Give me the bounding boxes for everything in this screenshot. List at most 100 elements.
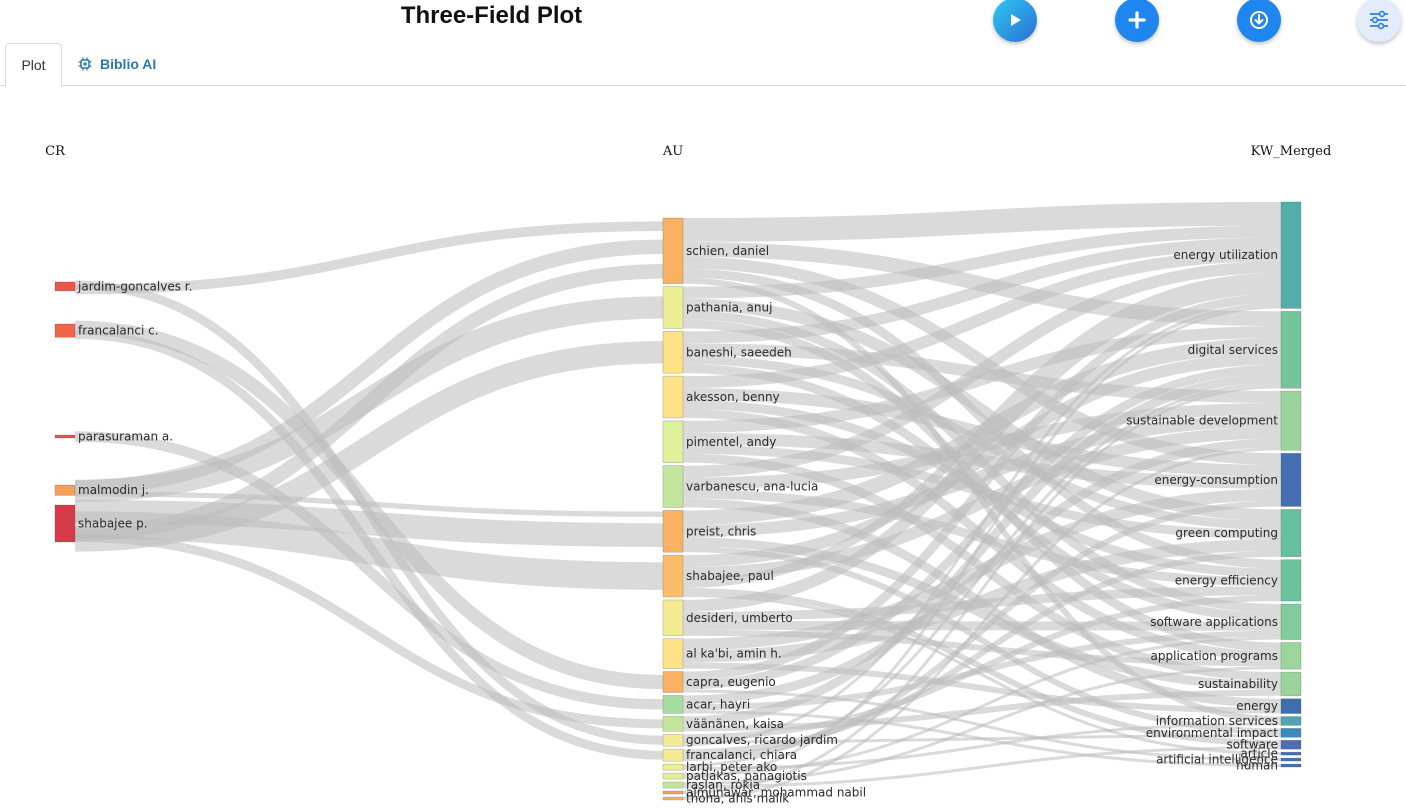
node-label-kw-merged-11: environmental impact <box>1146 726 1279 740</box>
node-au-10[interactable] <box>662 671 684 693</box>
node-kw-merged-1[interactable] <box>1280 311 1302 389</box>
link-au-3-to-kw_merged-0[interactable] <box>682 249 1282 389</box>
node-label-au-5: varbanescu, ana-lucia <box>686 480 818 494</box>
link-au-9-to-kw_merged-4[interactable] <box>682 538 1282 663</box>
link-au-0-to-kw_merged-0[interactable] <box>682 201 1282 242</box>
link-au-8-to-kw_merged-0[interactable] <box>682 281 1282 612</box>
node-kw-merged-4[interactable] <box>1280 509 1302 558</box>
node-label-cr-3: malmodin j. <box>78 483 149 497</box>
link-au-16-to-kw_merged-0[interactable] <box>682 305 1282 780</box>
node-cr-1[interactable] <box>54 323 76 338</box>
node-kw-merged-11[interactable] <box>1280 728 1302 738</box>
node-label-cr-4: shabajee p. <box>78 517 148 531</box>
node-au-18[interactable] <box>662 790 684 795</box>
tab-bar: Plot Biblio AI <box>0 43 1406 87</box>
link-cr-0-to-au-0[interactable] <box>74 221 664 295</box>
link-au-7-to-kw_merged-1[interactable] <box>682 352 1282 568</box>
node-label-au-17: raslan, rokia <box>686 778 760 792</box>
link-au-6-to-kw_merged-2[interactable] <box>682 414 1282 538</box>
node-au-6[interactable] <box>662 510 684 553</box>
node-au-16[interactable] <box>662 772 684 780</box>
node-kw-merged-5[interactable] <box>1280 559 1302 602</box>
node-au-15[interactable] <box>662 763 684 771</box>
node-au-19[interactable] <box>662 796 684 801</box>
column-header-cr: CR <box>45 144 66 159</box>
node-au-1[interactable] <box>662 286 684 329</box>
link-au-13-to-kw_merged-0[interactable] <box>682 302 1282 747</box>
link-cr-2-to-au-11[interactable] <box>74 431 664 710</box>
tab-biblio-ai-label: Biblio AI <box>100 55 157 72</box>
link-au-2-to-kw_merged-0[interactable] <box>682 237 1282 344</box>
link-au-13-to-kw_merged-5[interactable] <box>682 595 1282 741</box>
node-au-14[interactable] <box>662 748 684 762</box>
link-au-0-to-kw_merged-3[interactable] <box>682 256 1282 466</box>
node-kw-merged-14[interactable] <box>1280 757 1302 762</box>
link-au-1-to-kw_merged-0[interactable] <box>682 225 1282 299</box>
node-kw-merged-0[interactable] <box>1280 201 1302 309</box>
link-au-18-to-kw_merged-1[interactable] <box>682 385 1282 795</box>
node-label-au-14: francalanci, chiara <box>686 748 797 762</box>
link-au-7-to-kw_merged-13[interactable] <box>682 593 1282 756</box>
node-kw-merged-7[interactable] <box>1280 642 1302 670</box>
link-cr-4-to-au-2[interactable] <box>74 341 664 552</box>
node-label-au-12: väänänen, kaisa <box>686 717 784 731</box>
node-au-5[interactable] <box>662 465 684 508</box>
node-au-4[interactable] <box>662 420 684 463</box>
node-au-8[interactable] <box>662 599 684 637</box>
link-au-12-to-kw_merged-8[interactable] <box>682 689 1282 732</box>
link-au-5-to-kw_merged-0[interactable] <box>682 261 1282 478</box>
node-kw-merged-8[interactable] <box>1280 671 1302 697</box>
link-au-7-to-kw_merged-0[interactable] <box>682 272 1282 588</box>
link-au-5-to-kw_merged-5[interactable] <box>682 489 1282 587</box>
add-button[interactable] <box>1115 0 1159 42</box>
link-cr-4-to-au-12[interactable] <box>74 533 664 729</box>
node-label-kw-merged-4: green computing <box>1175 526 1278 540</box>
node-au-9[interactable] <box>662 638 684 669</box>
node-au-11[interactable] <box>662 695 684 714</box>
tab-plot-label: Plot <box>21 57 46 73</box>
options-button[interactable] <box>1357 0 1401 42</box>
node-kw-merged-3[interactable] <box>1280 452 1302 507</box>
node-au-7[interactable] <box>662 554 684 598</box>
node-kw-merged-9[interactable] <box>1280 698 1302 714</box>
tab-biblio-ai[interactable]: Biblio AI <box>78 43 156 84</box>
node-au-13[interactable] <box>662 733 684 747</box>
node-kw-merged-2[interactable] <box>1280 390 1302 451</box>
link-au-15-to-kw_merged-1[interactable] <box>682 382 1282 768</box>
node-au-17[interactable] <box>662 781 684 789</box>
download-button[interactable] <box>1237 0 1281 42</box>
node-cr-0[interactable] <box>54 281 76 292</box>
link-au-4-to-kw_merged-1[interactable] <box>682 326 1282 433</box>
link-au-10-to-kw_merged-1[interactable] <box>682 364 1282 690</box>
node-kw-merged-13[interactable] <box>1280 751 1302 756</box>
node-label-kw-merged-10: information services <box>1156 714 1278 728</box>
node-label-kw-merged-0: energy utilization <box>1173 248 1278 262</box>
link-au-17-to-kw_merged-12[interactable] <box>682 746 1282 789</box>
node-label-kw-merged-8: sustainability <box>1198 677 1278 691</box>
node-cr-3[interactable] <box>54 484 76 496</box>
node-kw-merged-10[interactable] <box>1280 716 1302 726</box>
node-au-2[interactable] <box>662 331 684 374</box>
node-au-3[interactable] <box>662 375 684 419</box>
download-icon <box>1250 11 1268 29</box>
tab-plot[interactable]: Plot <box>5 43 62 87</box>
link-au-19-to-kw_merged-2[interactable] <box>682 447 1282 800</box>
node-cr-2[interactable] <box>54 434 76 439</box>
node-au-12[interactable] <box>662 716 684 732</box>
run-button[interactable] <box>993 0 1037 42</box>
node-kw-merged-6[interactable] <box>1280 603 1302 640</box>
node-kw-merged-12[interactable] <box>1280 739 1302 750</box>
link-au-11-to-kw_merged-2[interactable] <box>682 438 1282 705</box>
link-au-10-to-kw_merged-0[interactable] <box>682 293 1282 681</box>
node-label-kw-merged-5: energy efficiency <box>1175 573 1278 587</box>
link-au-16-to-kw_merged-6[interactable] <box>682 636 1282 777</box>
node-label-au-2: baneshi, saeedeh <box>686 345 792 359</box>
link-cr-3-to-au-6[interactable] <box>74 491 664 517</box>
link-au-17-to-kw_merged-7[interactable] <box>682 666 1282 786</box>
node-kw-merged-15[interactable] <box>1280 763 1302 768</box>
column-header-au: AU <box>662 144 683 159</box>
node-au-0[interactable] <box>662 217 684 284</box>
link-au-12-to-kw_merged-1[interactable] <box>682 373 1282 726</box>
node-cr-4[interactable] <box>54 504 76 543</box>
node-label-kw-merged-6: software applications <box>1150 615 1278 629</box>
